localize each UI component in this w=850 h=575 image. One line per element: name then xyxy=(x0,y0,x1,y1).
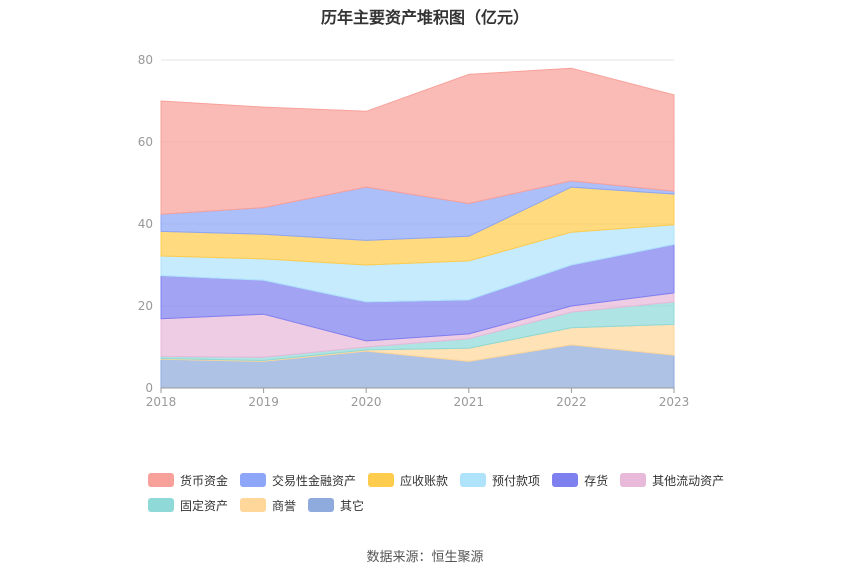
x-tick-label: 2019 xyxy=(248,395,279,409)
axes: 0 20 40 60 80 2018 2019 2020 2021 2022 2023 xyxy=(138,53,690,409)
y-tick-label: 0 xyxy=(145,381,153,395)
legend-item[interactable]: 交易性金融资产 xyxy=(240,472,356,488)
legend-item[interactable]: 固定资产 xyxy=(148,497,228,513)
legend-item[interactable]: 其他流动资产 xyxy=(620,472,724,488)
legend-item[interactable]: 预付款项 xyxy=(460,472,540,488)
legend-label: 固定资产 xyxy=(180,498,229,513)
legend-swatch xyxy=(240,498,267,512)
legend-label: 预付款项 xyxy=(492,473,541,488)
x-tick-label: 2020 xyxy=(351,395,382,409)
y-tick-label: 60 xyxy=(138,135,153,149)
legend-swatch xyxy=(620,473,647,487)
chart-plot: 0 20 40 60 80 2018 2019 2020 2021 2022 2023 xyxy=(138,53,690,409)
y-tick-label: 40 xyxy=(138,217,153,231)
area-series-8[interactable] xyxy=(160,67,675,215)
legend-label: 商誉 xyxy=(272,498,297,513)
legend-item[interactable]: 存货 xyxy=(552,472,608,488)
legend-swatch xyxy=(460,473,487,487)
x-tick-label: 2023 xyxy=(659,395,690,409)
legend-label: 其它 xyxy=(340,498,365,513)
x-tick-label: 2022 xyxy=(556,395,587,409)
legend-swatch xyxy=(148,473,174,487)
legend: 货币资金 交易性金融资产 应收账款 预付款项 存货 其他流动资产固定资产 商誉 其它 xyxy=(148,472,748,522)
legend-label: 应收账款 xyxy=(400,473,449,488)
x-tick-label: 2018 xyxy=(146,395,177,409)
x-tick-label: 2021 xyxy=(454,395,485,409)
legend-item[interactable]: 其它 xyxy=(308,497,364,513)
legend-label: 存货 xyxy=(584,473,609,488)
area-series xyxy=(160,67,675,389)
legend-swatch xyxy=(148,498,174,512)
legend-label: 其他流动资产 xyxy=(652,473,725,488)
legend-swatch xyxy=(240,473,267,487)
y-tick-label: 80 xyxy=(138,53,153,67)
legend-item[interactable]: 货币资金 xyxy=(148,472,228,488)
legend-label: 交易性金融资产 xyxy=(272,473,357,488)
y-tick-label: 20 xyxy=(138,299,153,313)
legend-label: 货币资金 xyxy=(180,473,229,488)
legend-item[interactable]: 商誉 xyxy=(240,497,296,513)
legend-swatch xyxy=(308,498,335,512)
legend-swatch xyxy=(368,473,395,487)
legend-item[interactable]: 应收账款 xyxy=(368,472,448,488)
legend-swatch xyxy=(552,473,579,487)
chart-title: 历年主要资产堆积图（亿元） xyxy=(320,8,529,27)
source-text: 数据来源：恒生聚源 xyxy=(366,550,484,565)
